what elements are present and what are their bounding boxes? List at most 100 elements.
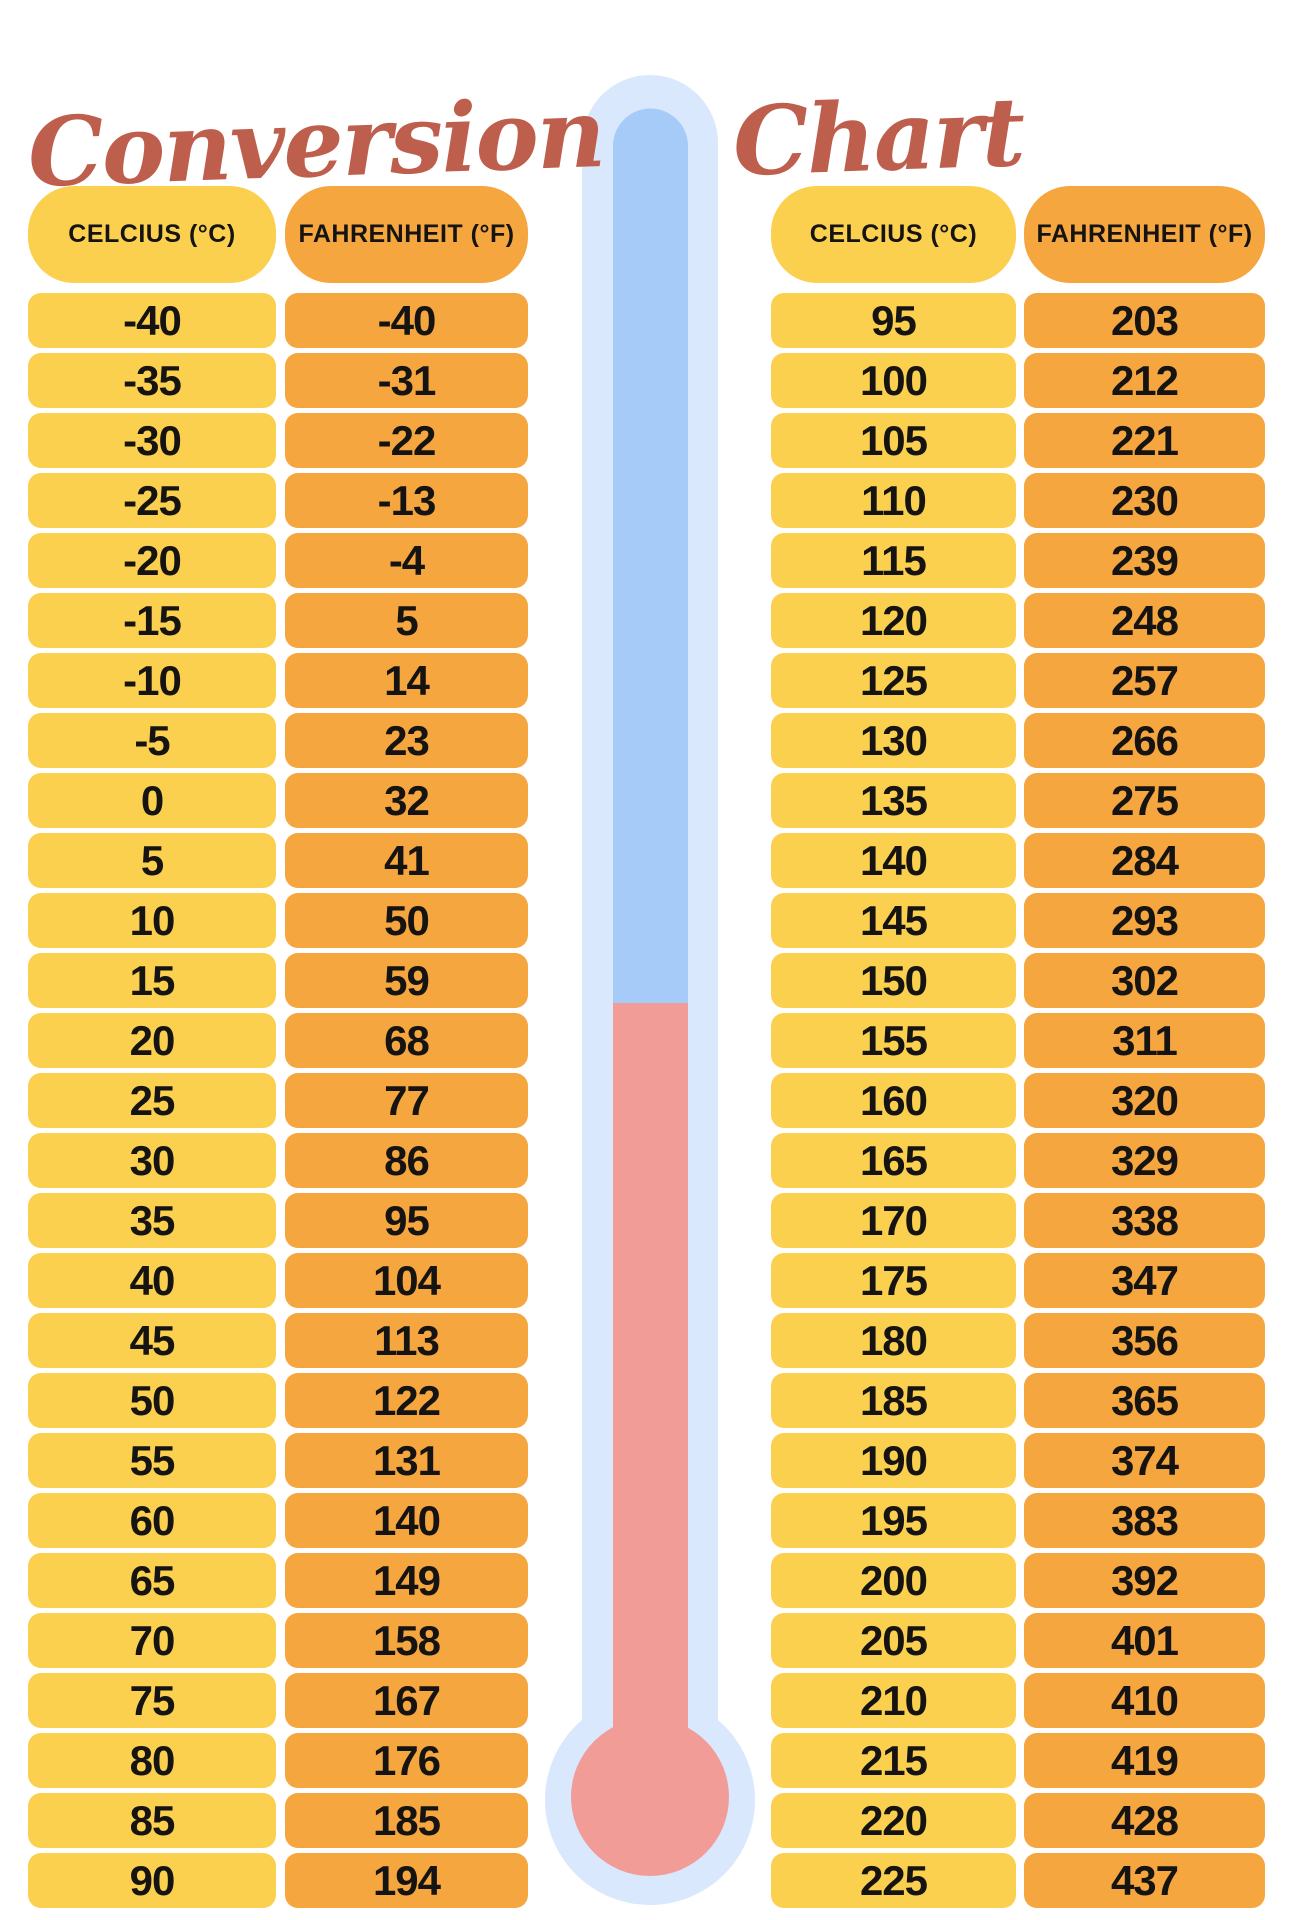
fahrenheit-value-cell: 347 xyxy=(1024,1253,1265,1308)
fahrenheit-value-cell: -4 xyxy=(285,533,528,588)
celsius-value-cell: 90 xyxy=(28,1853,276,1908)
celsius-value-cell: -5 xyxy=(28,713,276,768)
fahrenheit-value-cell: 149 xyxy=(285,1553,528,1608)
fahrenheit-value-cell: 221 xyxy=(1024,413,1265,468)
fahrenheit-value-cell: 212 xyxy=(1024,353,1265,408)
fahrenheit-value-cell: 95 xyxy=(285,1193,528,1248)
thermometer-mercury-column xyxy=(613,1003,688,1803)
celsius-value-cell: 40 xyxy=(28,1253,276,1308)
fahrenheit-value-cell: 77 xyxy=(285,1073,528,1128)
celsius-value-cell: 80 xyxy=(28,1733,276,1788)
fahrenheit-value-cell: 194 xyxy=(285,1853,528,1908)
fahrenheit-value-cell: 131 xyxy=(285,1433,528,1488)
fahrenheit-value-cell: 284 xyxy=(1024,833,1265,888)
fahrenheit-value-cell: 293 xyxy=(1024,893,1265,948)
fahrenheit-value-cell: 374 xyxy=(1024,1433,1265,1488)
celsius-value-cell: 25 xyxy=(28,1073,276,1128)
celsius-value-cell: 35 xyxy=(28,1193,276,1248)
fahrenheit-value-cell: 185 xyxy=(285,1793,528,1848)
celsius-value-cell: 225 xyxy=(771,1853,1016,1908)
fahrenheit-value-cell: 140 xyxy=(285,1493,528,1548)
fahrenheit-header: FAHRENHEIT (°F) xyxy=(285,186,528,283)
fahrenheit-value-cell: 383 xyxy=(1024,1493,1265,1548)
fahrenheit-value-cell: 158 xyxy=(285,1613,528,1668)
fahrenheit-value-cell: 266 xyxy=(1024,713,1265,768)
celsius-value-cell: 10 xyxy=(28,893,276,948)
celsius-value-cell: 135 xyxy=(771,773,1016,828)
fahrenheit-value-cell: -40 xyxy=(285,293,528,348)
celsius-value-cell: 70 xyxy=(28,1613,276,1668)
celsius-value-cell: 150 xyxy=(771,953,1016,1008)
fahrenheit-value-cell: 275 xyxy=(1024,773,1265,828)
conversion-table-right: CELCIUS (°C) FAHRENHEIT (°F) 95 203 100 212… xyxy=(771,186,1265,1908)
fahrenheit-value-cell: 5 xyxy=(285,593,528,648)
fahrenheit-value-cell: 230 xyxy=(1024,473,1265,528)
fahrenheit-value-cell: -13 xyxy=(285,473,528,528)
fahrenheit-value-cell: 239 xyxy=(1024,533,1265,588)
celsius-value-cell: 125 xyxy=(771,653,1016,708)
celsius-value-cell: 215 xyxy=(771,1733,1016,1788)
celsius-value-cell: 220 xyxy=(771,1793,1016,1848)
celsius-value-cell: 140 xyxy=(771,833,1016,888)
fahrenheit-value-cell: 113 xyxy=(285,1313,528,1368)
fahrenheit-value-cell: 68 xyxy=(285,1013,528,1068)
celsius-value-cell: 180 xyxy=(771,1313,1016,1368)
page-title-chart: Chart xyxy=(731,76,1025,198)
fahrenheit-value-cell: 410 xyxy=(1024,1673,1265,1728)
celsius-value-cell: 175 xyxy=(771,1253,1016,1308)
fahrenheit-value-cell: 248 xyxy=(1024,593,1265,648)
celsius-value-cell: 130 xyxy=(771,713,1016,768)
celsius-value-cell: 20 xyxy=(28,1013,276,1068)
fahrenheit-value-cell: 365 xyxy=(1024,1373,1265,1428)
fahrenheit-value-cell: 32 xyxy=(285,773,528,828)
celsius-value-cell: 170 xyxy=(771,1193,1016,1248)
fahrenheit-value-cell: 104 xyxy=(285,1253,528,1308)
fahrenheit-value-cell: 302 xyxy=(1024,953,1265,1008)
celsius-value-cell: 210 xyxy=(771,1673,1016,1728)
fahrenheit-value-cell: 203 xyxy=(1024,293,1265,348)
fahrenheit-value-cell: 392 xyxy=(1024,1553,1265,1608)
fahrenheit-value-cell: 41 xyxy=(285,833,528,888)
celsius-value-cell: 5 xyxy=(28,833,276,888)
thermometer-blue-fill xyxy=(613,108,688,1005)
celsius-value-cell: 200 xyxy=(771,1553,1016,1608)
fahrenheit-value-cell: 59 xyxy=(285,953,528,1008)
fahrenheit-value-cell: 122 xyxy=(285,1373,528,1428)
fahrenheit-value-cell: 14 xyxy=(285,653,528,708)
celsius-value-cell: 0 xyxy=(28,773,276,828)
thermometer-bulb xyxy=(571,1718,729,1876)
celsius-value-cell: -10 xyxy=(28,653,276,708)
fahrenheit-value-cell: 401 xyxy=(1024,1613,1265,1668)
fahrenheit-value-cell: 320 xyxy=(1024,1073,1265,1128)
fahrenheit-value-cell: -22 xyxy=(285,413,528,468)
celsius-value-cell: -20 xyxy=(28,533,276,588)
celsius-value-cell: 190 xyxy=(771,1433,1016,1488)
celsius-value-cell: 160 xyxy=(771,1073,1016,1128)
fahrenheit-value-cell: 419 xyxy=(1024,1733,1265,1788)
celsius-value-cell: 30 xyxy=(28,1133,276,1188)
fahrenheit-value-cell: 50 xyxy=(285,893,528,948)
fahrenheit-value-cell: 338 xyxy=(1024,1193,1265,1248)
fahrenheit-value-cell: 329 xyxy=(1024,1133,1265,1188)
celsius-value-cell: 15 xyxy=(28,953,276,1008)
celsius-value-cell: 60 xyxy=(28,1493,276,1548)
fahrenheit-value-cell: 257 xyxy=(1024,653,1265,708)
fahrenheit-value-cell: 86 xyxy=(285,1133,528,1188)
celsius-value-cell: -40 xyxy=(28,293,276,348)
fahrenheit-value-cell: 356 xyxy=(1024,1313,1265,1368)
celsius-value-cell: 120 xyxy=(771,593,1016,648)
celsius-value-cell: 110 xyxy=(771,473,1016,528)
celsius-value-cell: 115 xyxy=(771,533,1016,588)
celsius-value-cell: 75 xyxy=(28,1673,276,1728)
celsius-header: CELCIUS (°C) xyxy=(771,186,1016,283)
celsius-value-cell: 145 xyxy=(771,893,1016,948)
celsius-value-cell: 45 xyxy=(28,1313,276,1368)
celsius-value-cell: 205 xyxy=(771,1613,1016,1668)
conversion-table-left: CELCIUS (°C) FAHRENHEIT (°F) -40 -40 -35 -3… xyxy=(28,186,528,1908)
celsius-value-cell: 50 xyxy=(28,1373,276,1428)
celsius-header: CELCIUS (°C) xyxy=(28,186,276,283)
fahrenheit-value-cell: 437 xyxy=(1024,1853,1265,1908)
celsius-value-cell: 155 xyxy=(771,1013,1016,1068)
